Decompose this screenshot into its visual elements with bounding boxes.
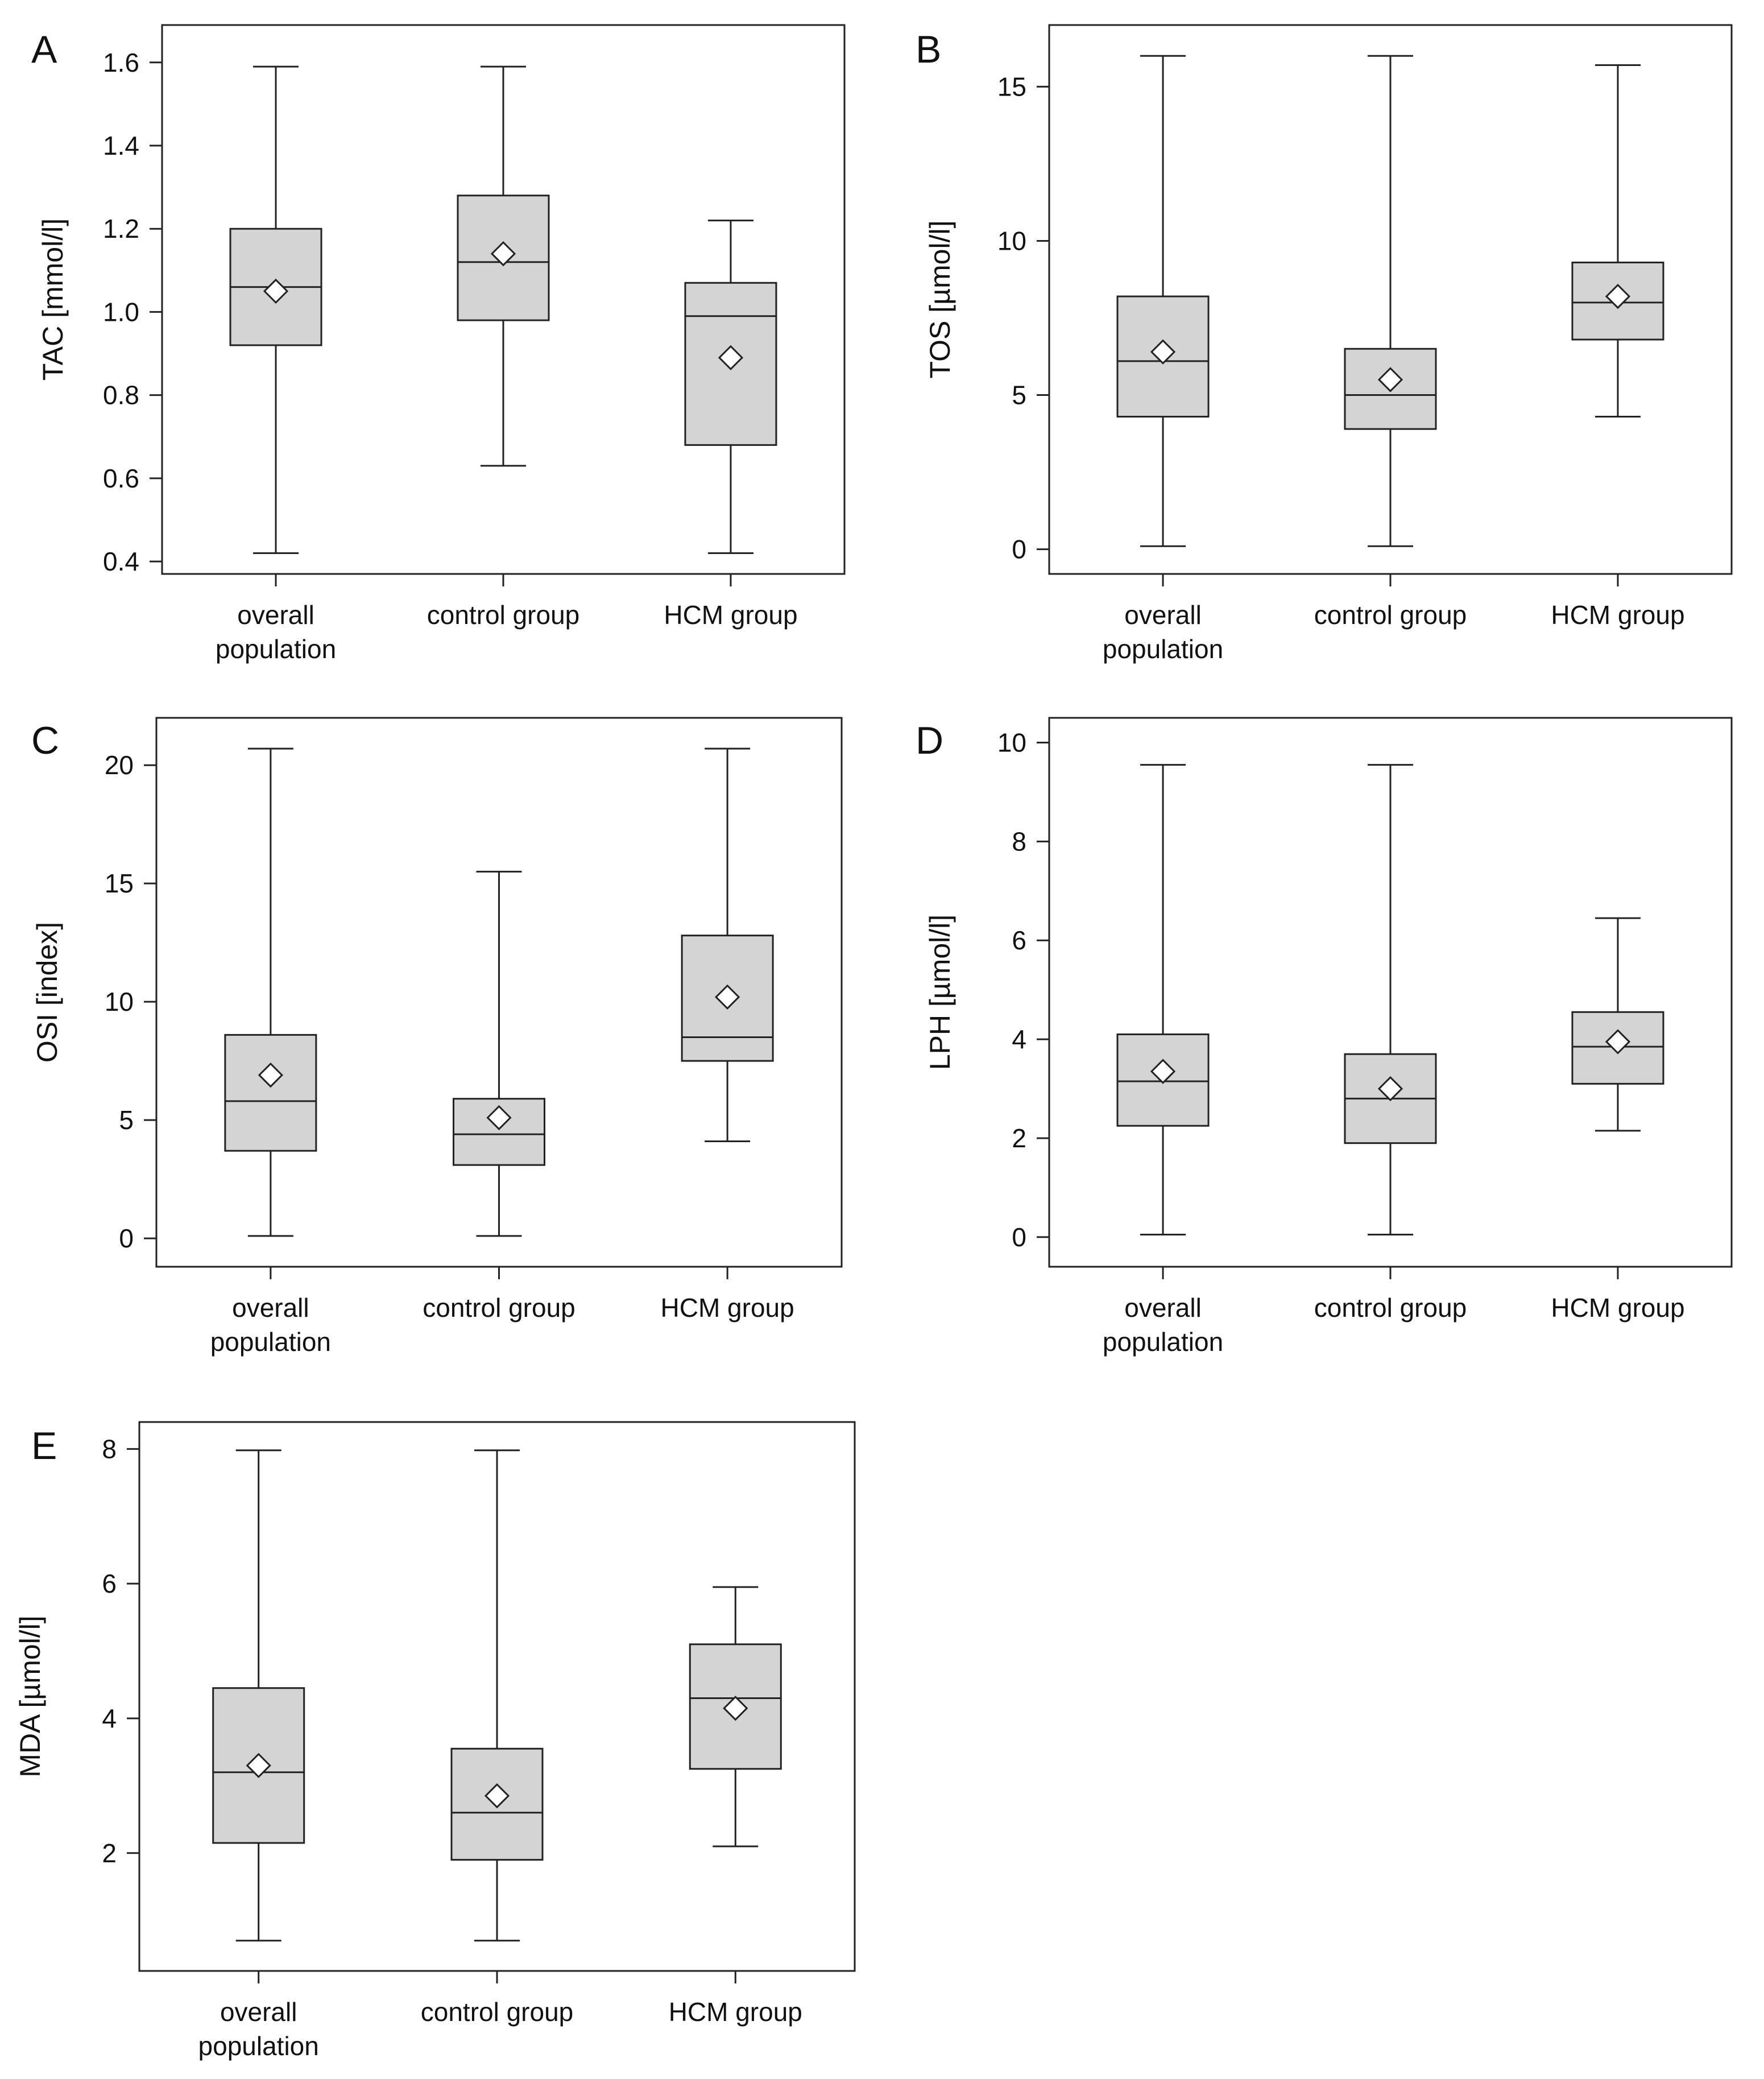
- panel-a: A 0.4 0.6 0.8 1.0 1.2 1.4 1.6 TAC [mmol/l] overal…: [31, 24, 846, 664]
- mean-marker: [486, 1105, 512, 1131]
- y-tick-label: 0: [1012, 535, 1026, 564]
- box-hcm-group: HCM group: [1551, 64, 1685, 630]
- y-tick-label: 1.6: [103, 48, 139, 77]
- y-tick-label: 20: [105, 750, 134, 780]
- category-label: control group: [1314, 600, 1467, 630]
- mean-marker: [490, 241, 516, 267]
- y-tick-label: 4: [1012, 1024, 1026, 1054]
- panel-e: E 2 4 6 8 MDA [µmol/l] overall population contro…: [14, 1421, 856, 2061]
- mean-marker: [723, 1696, 748, 1721]
- category-label: control group: [1314, 1293, 1467, 1322]
- y-axis-title: TAC [mmol/l]: [37, 218, 69, 381]
- box-control-group: control group: [1314, 764, 1467, 1322]
- box-overall-population: overall population: [216, 65, 336, 664]
- y-tick-label: 5: [119, 1105, 134, 1135]
- mean-marker: [263, 278, 289, 304]
- y-tick-label: 1.4: [103, 131, 139, 160]
- mean-marker: [1605, 283, 1631, 309]
- mean-marker: [715, 984, 740, 1010]
- y-tick-label: 10: [997, 226, 1026, 255]
- y-axis-title: LPH [µmol/l]: [924, 915, 956, 1070]
- category-label: HCM group: [1551, 600, 1684, 630]
- panel-letter: C: [31, 719, 59, 762]
- panel-b: B 0 5 10 15 TOS [µmol/l] overall population cont…: [916, 24, 1733, 664]
- y-tick-label: 8: [102, 1434, 117, 1464]
- box-overall-population: overall population: [210, 747, 331, 1357]
- category-label: overall: [237, 600, 314, 630]
- y-tick-label: 0: [119, 1224, 134, 1253]
- box-hcm-group: HCM group: [669, 1586, 802, 2027]
- category-label: control group: [421, 1997, 574, 2027]
- category-label: HCM group: [664, 600, 797, 630]
- y-tick-label: 0.8: [103, 381, 139, 410]
- category-label: population: [1103, 1327, 1223, 1357]
- y-tick-label: 0: [1012, 1222, 1026, 1252]
- category-label: HCM group: [1551, 1293, 1684, 1322]
- category-label: HCM group: [661, 1293, 794, 1322]
- y-axis-title: MDA [µmol/l]: [14, 1615, 46, 1777]
- box-control-group: control group: [421, 1449, 574, 2027]
- y-tick-label: 6: [1012, 925, 1026, 955]
- panel-c: C 0 5 10 15 20 OSI [index] overall population con…: [31, 717, 843, 1357]
- mean-marker: [1377, 367, 1403, 392]
- mean-marker: [246, 1753, 271, 1778]
- y-tick-label: 1.2: [103, 214, 139, 243]
- category-label: population: [1103, 634, 1223, 664]
- y-tick-label: 15: [997, 72, 1026, 101]
- y-tick-label: 10: [997, 728, 1026, 757]
- y-tick-label: 0.4: [103, 547, 139, 576]
- y-tick-label: 5: [1012, 381, 1026, 410]
- box-hcm-group: HCM group: [661, 747, 794, 1322]
- y-tick-label: 15: [105, 869, 134, 898]
- box-overall-population: overall population: [1103, 55, 1223, 664]
- y-tick-label: 2: [1012, 1123, 1026, 1153]
- mean-marker: [718, 345, 744, 370]
- category-label: overall: [1124, 600, 1202, 630]
- y-tick-label: 4: [102, 1704, 117, 1733]
- box-control-group: control group: [423, 870, 575, 1322]
- panel-letter: A: [31, 28, 57, 71]
- mean-marker: [1150, 1059, 1176, 1084]
- category-label: overall: [1124, 1293, 1202, 1322]
- box-control-group: control group: [427, 65, 580, 630]
- box-control-group: control group: [1314, 55, 1467, 630]
- box-overall-population: overall population: [198, 1449, 319, 2061]
- y-axis-title: TOS [µmol/l]: [924, 221, 956, 379]
- category-label: control group: [427, 600, 580, 630]
- panel-letter: D: [916, 719, 943, 762]
- y-tick-label: 0.6: [103, 464, 139, 493]
- box-hcm-group: HCM group: [664, 220, 798, 630]
- y-tick-label: 2: [102, 1838, 117, 1868]
- y-tick-label: 8: [1012, 826, 1026, 856]
- iqr-box: [689, 1643, 782, 1770]
- mean-marker: [1605, 1029, 1631, 1055]
- category-label: population: [210, 1327, 331, 1357]
- mean-marker: [258, 1062, 283, 1088]
- category-label: population: [198, 2031, 319, 2061]
- category-label: overall: [232, 1293, 309, 1322]
- panel-letter: E: [31, 1424, 57, 1468]
- category-label: population: [216, 634, 336, 664]
- category-label: HCM group: [669, 1997, 802, 2027]
- panel-letter: B: [916, 28, 941, 71]
- box-hcm-group: HCM group: [1551, 917, 1685, 1322]
- category-label: overall: [220, 1997, 297, 2027]
- mean-marker: [484, 1783, 510, 1809]
- iqr-box: [224, 1034, 317, 1152]
- mean-marker: [1150, 339, 1176, 365]
- y-tick-label: 10: [105, 987, 134, 1016]
- box-overall-population: overall population: [1103, 764, 1223, 1357]
- panel-d: D 0 2 4 6 8 10 LPH [µmol/l] overall population con…: [916, 717, 1733, 1357]
- mean-marker: [1377, 1076, 1403, 1102]
- category-label: control group: [423, 1293, 575, 1322]
- y-tick-label: 6: [102, 1569, 117, 1598]
- y-tick-label: 1.0: [103, 297, 139, 326]
- y-axis-title: OSI [index]: [31, 922, 63, 1063]
